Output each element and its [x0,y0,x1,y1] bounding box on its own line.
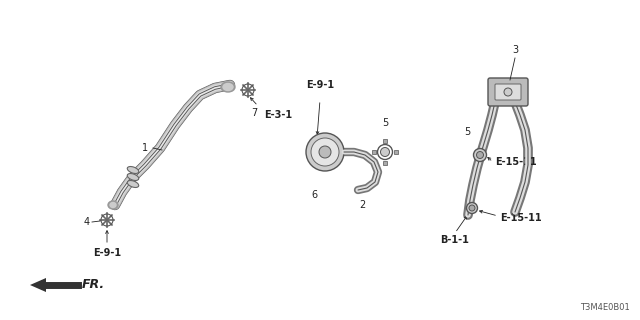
Text: 3: 3 [512,45,518,55]
FancyBboxPatch shape [383,139,387,143]
Text: E-9-1: E-9-1 [93,248,121,258]
Ellipse shape [306,133,344,171]
Ellipse shape [477,151,483,158]
FancyBboxPatch shape [488,78,528,106]
Text: 5: 5 [464,127,470,137]
Text: E-3-1: E-3-1 [264,110,292,120]
Ellipse shape [311,138,339,166]
Ellipse shape [110,203,116,207]
Ellipse shape [504,88,512,96]
Ellipse shape [319,146,331,158]
Text: E-15-11: E-15-11 [500,213,541,223]
Ellipse shape [108,201,118,209]
Ellipse shape [221,82,235,92]
Ellipse shape [469,205,475,211]
Text: B-1-1: B-1-1 [440,235,469,245]
FancyBboxPatch shape [383,161,387,165]
Ellipse shape [127,166,139,173]
Text: 1: 1 [142,143,148,153]
Text: 2: 2 [359,200,365,210]
FancyBboxPatch shape [372,150,376,154]
Text: 6: 6 [311,190,317,200]
Ellipse shape [474,148,486,162]
Text: 4: 4 [84,217,90,227]
Text: E-15-11: E-15-11 [495,157,536,167]
Text: E-9-1: E-9-1 [306,80,334,90]
Text: 5: 5 [382,118,388,128]
Ellipse shape [223,84,233,91]
Ellipse shape [467,203,477,213]
Ellipse shape [127,173,139,180]
Polygon shape [30,278,46,292]
FancyBboxPatch shape [495,84,521,100]
FancyBboxPatch shape [394,150,398,154]
Text: 7: 7 [251,108,257,118]
Ellipse shape [381,148,390,156]
Ellipse shape [127,180,139,188]
Text: T3M4E0B01: T3M4E0B01 [580,303,630,312]
Text: FR.: FR. [82,278,105,292]
